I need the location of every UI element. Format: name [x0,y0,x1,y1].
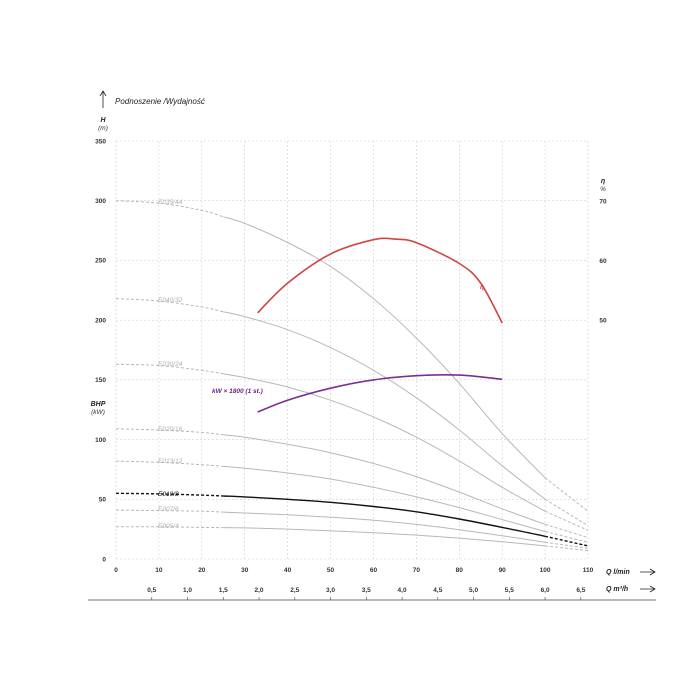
head-curve-dashed-start [115,298,224,313]
head-curve-dashed-start [115,428,224,436]
x-tick-label: 100 [540,567,551,574]
head-curve-label: E030/24 [158,361,183,368]
x-secondary-axis-arrow [640,585,656,593]
bhp-axis-unit: (kW) [91,409,105,416]
y-axis-arrow [99,90,107,108]
x-axis-label: Q l/min [606,569,630,576]
y-tick-label: 50 [99,497,107,504]
y-tick-label: 300 [95,198,106,205]
efficiency-curve-label: η [480,284,484,291]
head-curve [223,311,546,500]
head-curve-dashed-start [115,363,224,375]
head-curve-dashed-end [544,498,589,527]
efficiency-axis-unit: % [600,186,606,193]
efficiency-tick-label: 50 [599,317,607,324]
bhp-axis-label: BHP [91,401,106,408]
head-curve [223,495,546,537]
efficiency-axis-label: η [601,178,605,185]
head-curve [223,527,546,547]
x-tick-label: 0 [114,567,118,574]
x-secondary-tick-label: 4,5 [433,587,442,594]
x-secondary-tick-label: 6,0 [541,587,550,594]
head-curve [223,434,546,525]
head-curve-dashed-end [544,510,589,531]
x-secondary-tick-label: 5,5 [505,587,514,594]
head-curve-dashed-end [544,523,589,538]
x-secondary-tick-label: 3,5 [362,587,371,594]
head-curve-dashed-end [544,477,589,512]
efficiency-tick-label: 70 [599,198,607,205]
head-curve-dashed-start [115,509,224,513]
x-tick-label: 90 [499,567,507,574]
x-secondary-tick-label: 0,5 [147,587,156,594]
head-curve-dashed-end [545,541,589,549]
x-tick-label: 110 [583,567,594,574]
x-tick-label: 70 [413,567,421,574]
head-curve-dashed-end [545,545,589,552]
head-curve-label: E035/44 [158,199,183,206]
x-secondary-tick-label: 2,5 [290,587,299,594]
curves [115,200,589,552]
axes [88,90,656,601]
y-tick-label: 0 [102,556,106,563]
power-curve [257,374,503,413]
head-curve-label: E040/32 [158,297,183,304]
head-curve [223,511,546,543]
efficiency-tick-label: 60 [599,258,607,265]
x-axis-arrow [640,568,656,576]
head-curve-label: E010/8 [158,491,179,498]
x-tick-label: 10 [155,567,163,574]
head-curve [223,216,546,479]
x-secondary-tick-label: 1,5 [219,587,228,594]
head-curve-dashed-start [115,200,224,218]
y-axis-unit: (m) [98,125,108,132]
head-curve-label: E007/6 [158,506,179,513]
head-curve-label: E013/12 [158,458,183,465]
power-curve-label: kW × 1800 (1 st.) [212,388,263,395]
head-curve-dashed-start [115,526,224,529]
y-tick-label: 100 [95,437,106,444]
x-secondary-tick-label: 1,0 [183,587,192,594]
x-tick-label: 20 [198,567,206,574]
x-secondary-tick-label: 3,0 [326,587,335,594]
x-secondary-tick-label: 5,0 [469,587,478,594]
grid [115,140,589,560]
head-curve-dashed-start [115,460,224,467]
x-tick-label: 50 [327,567,335,574]
efficiency-curve [257,237,503,324]
head-curve-label: E020/16 [158,426,183,433]
labels: Podnoszenie /Wydajność H (m) BHP (kW) η … [91,97,630,594]
head-curve-dashed-end [544,535,589,547]
head-curve-dashed-start [115,492,224,497]
x-secondary-tick-label: 2,0 [255,587,264,594]
y-tick-label: 150 [95,377,106,384]
chart-title: Podnoszenie /Wydajność [115,97,205,106]
y-tick-label: 350 [95,138,106,145]
head-curve [223,373,546,512]
x-secondary-tick-label: 4,0 [398,587,407,594]
y-tick-label: 250 [95,258,106,265]
y-axis-label: H [100,117,106,124]
x-secondary-tick-label: 6,5 [576,587,585,594]
x-tick-label: 80 [456,567,464,574]
x-tick-label: 60 [370,567,378,574]
x-tick-label: 40 [284,567,292,574]
x-secondary-axis-label: Q m³/h [606,586,628,593]
head-curve-label: E005/4 [158,523,179,530]
y-tick-label: 200 [95,317,106,324]
head-curve-dashed-end [544,531,589,543]
head-curve [223,465,546,532]
x-tick-label: 30 [241,567,249,574]
